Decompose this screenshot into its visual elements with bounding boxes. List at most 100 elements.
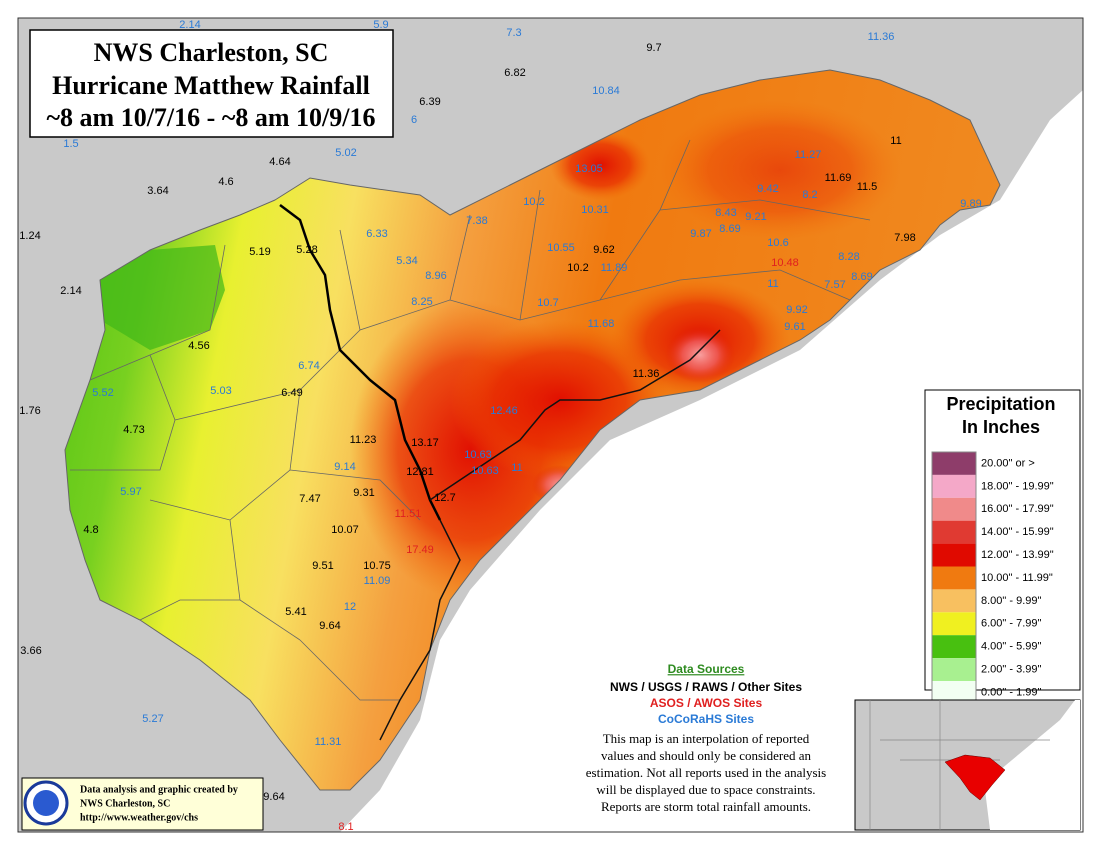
station-value: 9.51 xyxy=(312,560,333,572)
legend-label: 6.00" - 7.99" xyxy=(981,618,1041,630)
credit-line: NWS Charleston, SC xyxy=(80,798,170,809)
station-value: 3.64 xyxy=(147,185,168,197)
coastline xyxy=(379,329,721,741)
station-value: 12.7 xyxy=(434,492,455,504)
source-network: CoCoRaHS Sites xyxy=(658,712,754,726)
station-value: 6.39 xyxy=(419,96,440,108)
station-value: 5.34 xyxy=(396,255,417,267)
station-value: 5.27 xyxy=(142,713,163,725)
data-sources: Data Sources NWS / USGS / RAWS / Other S… xyxy=(586,662,826,814)
station-value: 11.36 xyxy=(868,31,895,43)
station-value: 10.84 xyxy=(592,85,620,97)
station-value: 9.64 xyxy=(263,791,284,803)
legend-label: 2.00" - 3.99" xyxy=(981,663,1041,675)
station-value: 13.17 xyxy=(411,437,439,449)
legend-swatch xyxy=(932,497,976,521)
state-line xyxy=(279,204,442,521)
station-value: 11.27 xyxy=(795,149,822,161)
station-value: 12.46 xyxy=(490,405,518,417)
station-value: 10.48 xyxy=(771,257,799,269)
station-value: 9.42 xyxy=(757,183,778,195)
nws-logo-center xyxy=(33,790,59,816)
station-value: 8.69 xyxy=(719,223,740,235)
station-value: 9.14 xyxy=(334,461,355,473)
source-note: estimation. Not all reports used in the … xyxy=(586,765,826,780)
station-value: 17.49 xyxy=(406,544,434,556)
ocean xyxy=(340,18,1083,832)
rain-zone xyxy=(100,245,225,350)
legend-label: 0.00" - 1.99" xyxy=(981,686,1041,698)
legend-label: 14.00" - 15.99" xyxy=(981,526,1054,538)
legend-swatch xyxy=(932,589,976,613)
station-value: 9.92 xyxy=(786,304,807,316)
station-value: 11.89 xyxy=(601,262,628,274)
station-value: 9.89 xyxy=(960,198,981,210)
station-value: 3.66 xyxy=(20,645,41,657)
station-value: 7.98 xyxy=(894,232,915,244)
source-note: values and should only be considered an xyxy=(601,748,812,763)
station-value: 12.81 xyxy=(406,466,434,478)
title-box xyxy=(29,29,394,138)
station-value: 11.36 xyxy=(633,368,660,380)
station-value: 11.5 xyxy=(857,181,878,193)
legend-label: 4.00" - 5.99" xyxy=(981,641,1041,653)
station-value: 11.09 xyxy=(364,575,391,587)
county-lines xyxy=(70,139,871,701)
station-value: 12 xyxy=(344,601,356,613)
station-value: 9.31 xyxy=(353,487,374,499)
station-value: 6.49 xyxy=(281,387,302,399)
legend-swatch xyxy=(932,452,976,475)
station-value: 11 xyxy=(767,278,778,290)
title-line: ~8 am 10/7/16 - ~8 am 10/9/16 xyxy=(47,103,376,132)
station-value: 5.41 xyxy=(285,606,306,618)
station-value: 6.33 xyxy=(366,228,387,240)
station-value: 7.57 xyxy=(824,279,845,291)
source-note: This map is an interpolation of reported xyxy=(603,731,810,746)
station-value: 6 xyxy=(411,114,417,126)
station-value: 5.52 xyxy=(92,387,113,399)
station-value: 5.9 xyxy=(373,19,388,31)
station-value: 8.43 xyxy=(715,207,736,219)
title-line: Hurricane Matthew Rainfall xyxy=(52,71,370,100)
legend-label: 18.00" - 19.99" xyxy=(981,480,1054,492)
legend-label: 8.00" - 9.99" xyxy=(981,595,1041,607)
credit-line: Data analysis and graphic created by xyxy=(80,784,238,795)
station-value: 7.38 xyxy=(466,215,487,227)
station-value: 1.76 xyxy=(19,405,40,417)
station-value: 1.5 xyxy=(63,138,78,150)
station-value: 9.7 xyxy=(646,42,661,54)
station-value: 4.56 xyxy=(188,340,209,352)
station-value: 5.97 xyxy=(120,486,141,498)
legend-swatch xyxy=(932,474,976,498)
station-value: 6.74 xyxy=(298,360,319,372)
title-line: NWS Charleston, SC xyxy=(94,38,329,67)
station-value: 10.55 xyxy=(547,242,575,254)
station-value: 7.3 xyxy=(506,27,521,39)
station-value: 4.8 xyxy=(83,524,98,536)
legend-swatch xyxy=(932,635,976,659)
inset-ocean xyxy=(985,700,1080,830)
source-note: Reports are storm total rainfall amounts… xyxy=(601,799,811,814)
station-value: 13.05 xyxy=(575,163,603,175)
station-value: 5.03 xyxy=(210,385,231,397)
station-value: 10.7 xyxy=(537,297,558,309)
legend-swatch xyxy=(932,658,976,681)
station-value: 8.28 xyxy=(838,251,859,263)
legend-title: In Inches xyxy=(962,417,1040,437)
station-value: 4.73 xyxy=(123,424,144,436)
legend-label: 10.00" - 11.99" xyxy=(981,572,1053,584)
station-value: 10.2 xyxy=(523,196,544,208)
station-value: 7.47 xyxy=(299,493,320,505)
station-value: 4.6 xyxy=(218,176,233,188)
legend-swatch xyxy=(932,543,976,567)
source-network: ASOS / AWOS Sites xyxy=(650,696,763,710)
station-value: 5.02 xyxy=(335,147,356,159)
legend-label: 16.00" - 17.99" xyxy=(981,503,1054,515)
legend-title: Precipitation xyxy=(946,394,1055,414)
station-value: 11.23 xyxy=(350,434,377,446)
station-value: 2.14 xyxy=(179,19,200,31)
station-value: 8.2 xyxy=(802,189,817,201)
station-value: 1.24 xyxy=(19,230,40,242)
legend-swatch xyxy=(932,681,976,704)
